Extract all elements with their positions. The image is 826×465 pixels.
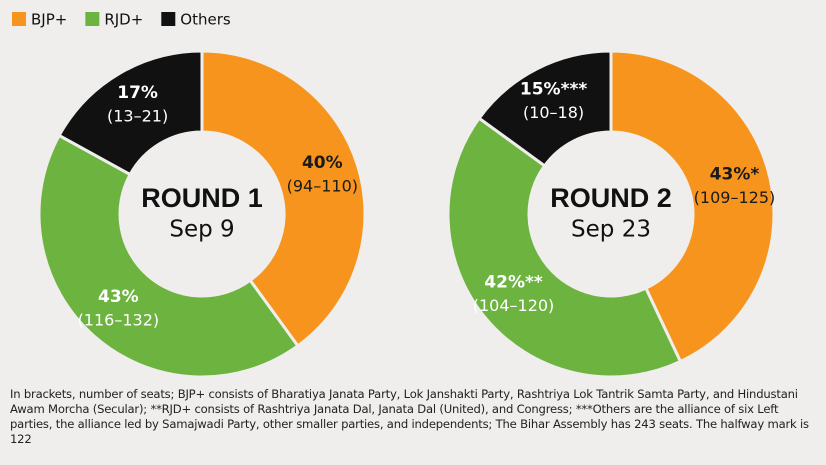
legend-swatch [161,12,176,26]
center-subtitle: Sep 9 [169,217,234,243]
seat-range: (116–132) [78,310,160,329]
center-title: ROUND 2 [550,183,672,213]
chart: BJP+ RJD+ Others 40% (94–110) 43% (116–132) 17%… [12,11,776,379]
value-label: 43%* [710,164,760,184]
seat-range: (10–18) [523,103,584,122]
legend-label: BJP+ [31,11,67,29]
donut-segment [57,49,204,177]
donut-segment [200,49,367,348]
value-label: 43% [98,287,139,307]
footnote: In brackets, number of seats; BJP+ consi… [10,387,809,446]
value-label: 17% [117,83,158,103]
value-label: 15%*** [520,79,587,99]
center-subtitle: Sep 23 [571,217,651,243]
donut-segment [37,133,300,379]
legend-label: Others [180,11,231,29]
legend-swatch [12,12,26,26]
seat-range: (104–120) [473,296,555,315]
seat-range: (13–21) [107,107,168,126]
donut-segment [446,116,683,379]
seat-range: (94–110) [287,176,358,195]
value-label: 42%** [484,273,543,293]
donut-segment [609,49,776,364]
value-label: 40% [302,153,343,173]
legend-label: RJD+ [104,11,143,29]
donut-segment [477,49,613,168]
legend-swatch [85,12,100,26]
seat-range: (109–125) [694,188,776,207]
center-title: ROUND 1 [141,183,263,213]
